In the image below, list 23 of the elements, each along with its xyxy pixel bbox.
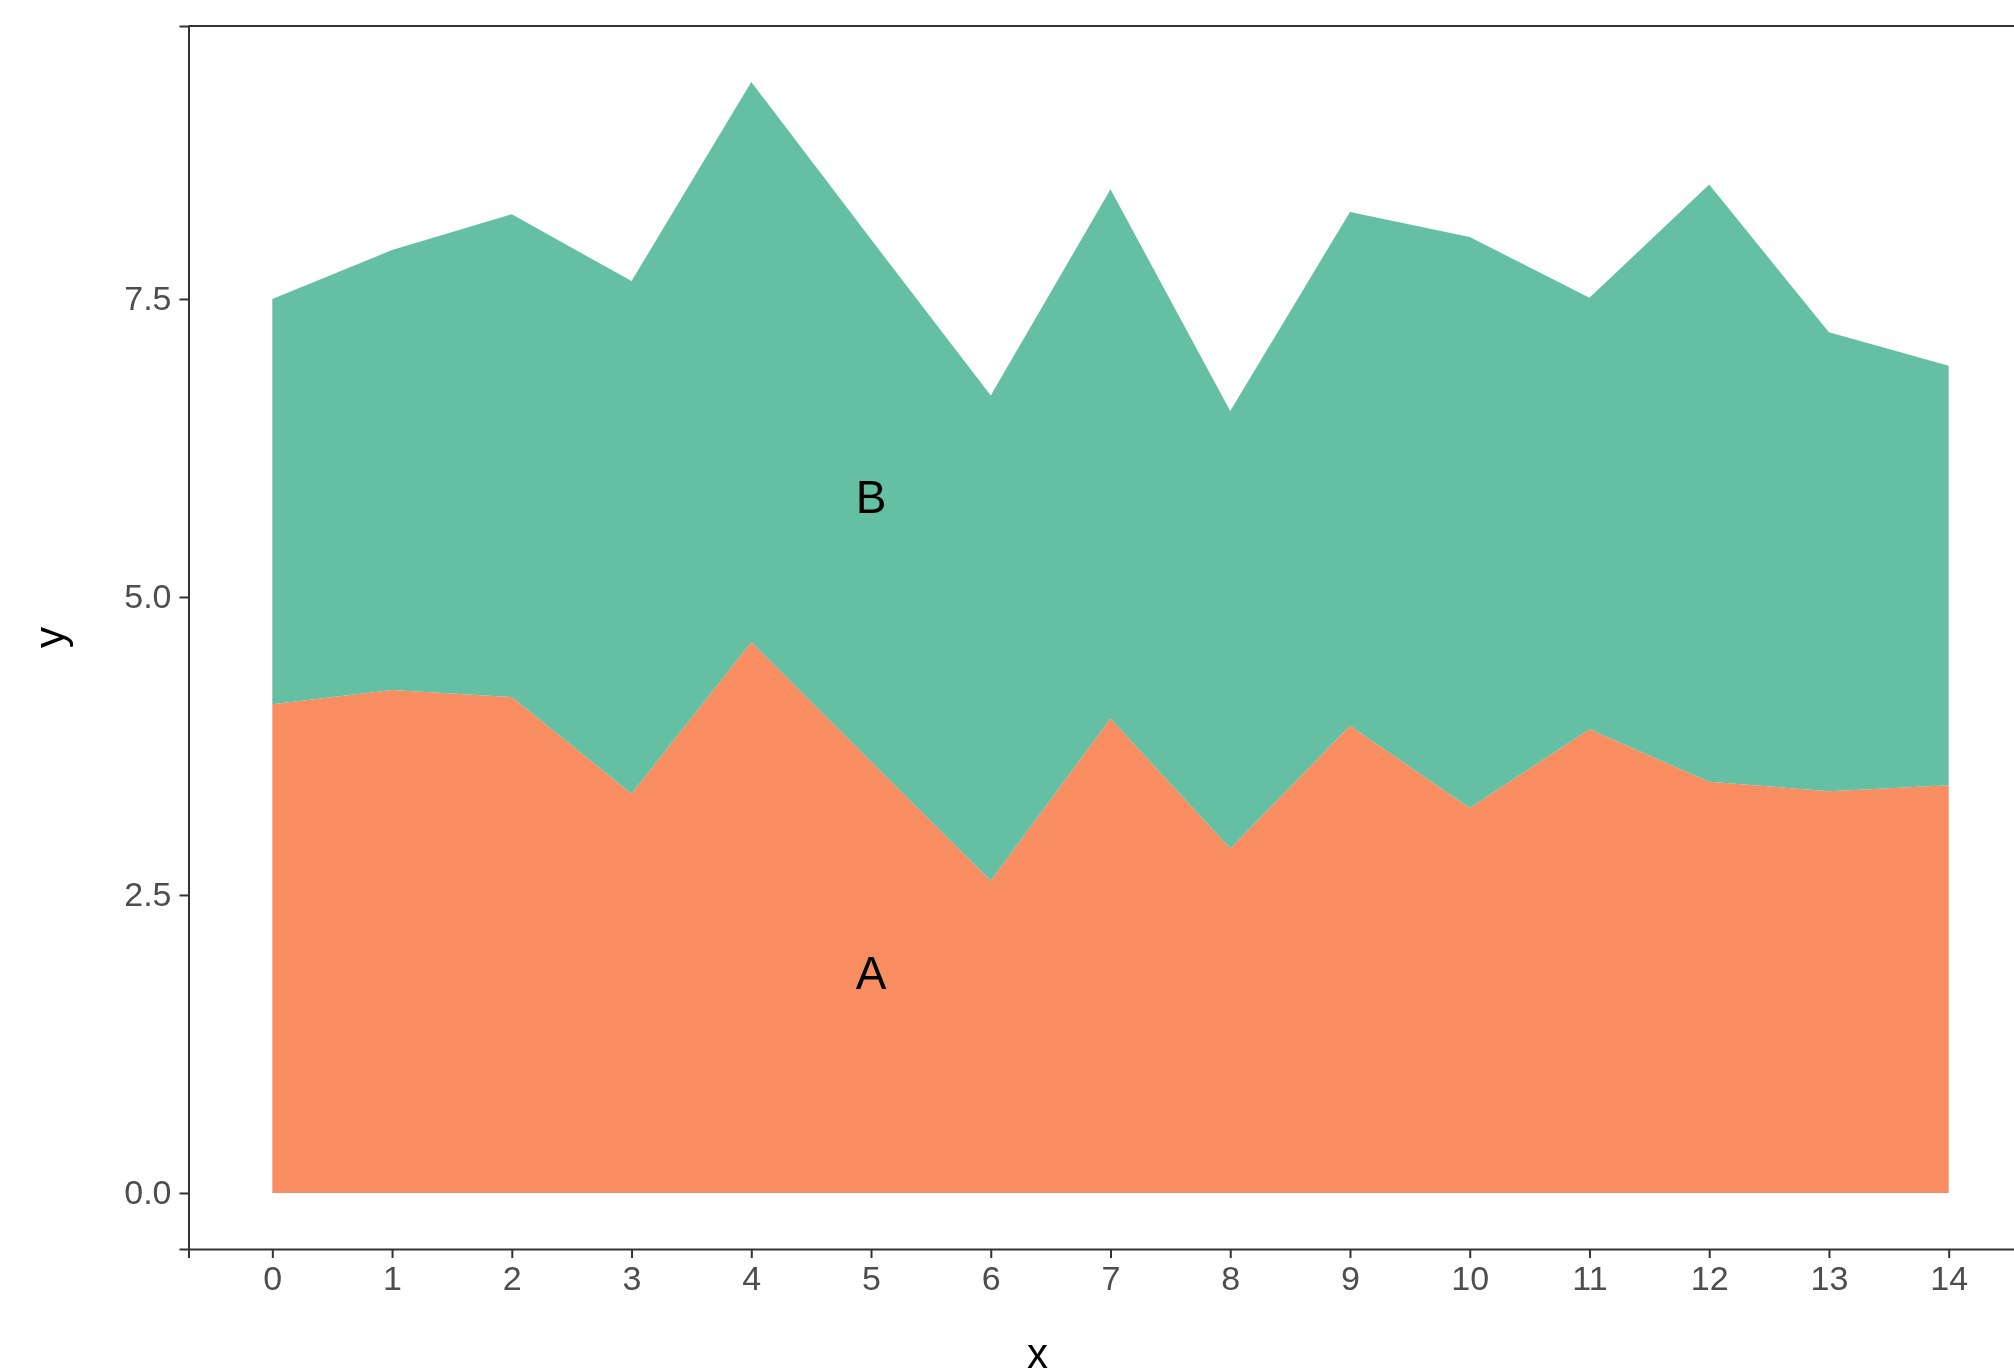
- x-tick-label: 3: [622, 1259, 642, 1298]
- x-tick-label: 13: [1810, 1259, 1849, 1298]
- series-label: B: [855, 470, 887, 523]
- x-tick-label: 10: [1451, 1259, 1490, 1298]
- x-tick-label: 2: [502, 1259, 522, 1298]
- x-tick-label: 0: [263, 1259, 283, 1298]
- y-axis-title: y: [26, 627, 73, 648]
- x-tick-label: 7: [1101, 1259, 1121, 1298]
- x-tick-label: 1: [383, 1259, 403, 1298]
- y-tick-label: 7.5: [124, 279, 172, 318]
- x-tick-label: 9: [1341, 1259, 1360, 1298]
- x-tick-label: 14: [1930, 1259, 1969, 1298]
- y-tick-label: 5.0: [124, 577, 172, 616]
- series-label: A: [855, 947, 887, 1000]
- x-tick-label: 6: [981, 1259, 1001, 1298]
- x-tick-label: 5: [862, 1259, 881, 1298]
- x-tick-label: 12: [1690, 1259, 1729, 1298]
- x-tick-label: 8: [1221, 1259, 1241, 1298]
- x-tick-label: 4: [742, 1259, 762, 1298]
- y-tick-label: 0.0: [124, 1173, 172, 1212]
- x-axis-title: x: [1027, 1330, 1048, 1370]
- y-tick-label: 2.5: [124, 875, 172, 914]
- x-tick-label: 11: [1572, 1259, 1608, 1298]
